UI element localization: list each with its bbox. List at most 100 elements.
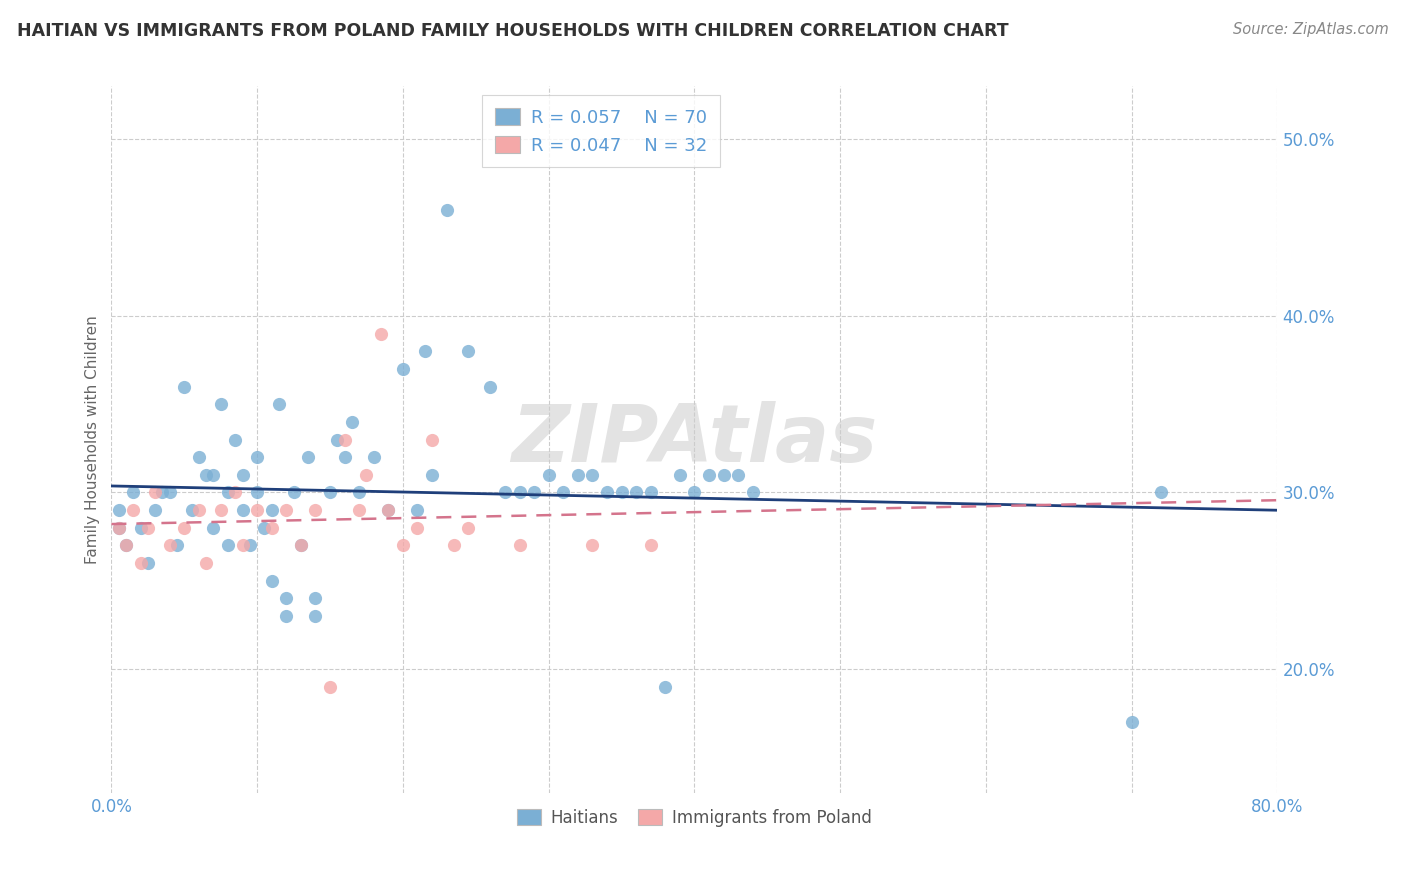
Point — [304, 591, 326, 606]
Point — [122, 485, 145, 500]
Point — [624, 485, 647, 500]
Point — [115, 538, 138, 552]
Point — [537, 467, 560, 482]
Point — [479, 379, 502, 393]
Point — [508, 538, 530, 552]
Point — [494, 485, 516, 500]
Point — [246, 450, 269, 465]
Point — [217, 485, 239, 500]
Point — [304, 609, 326, 624]
Point — [610, 485, 633, 500]
Point — [232, 467, 254, 482]
Point — [319, 485, 342, 500]
Point — [246, 503, 269, 517]
Point — [443, 538, 465, 552]
Point — [406, 503, 429, 517]
Point — [457, 521, 479, 535]
Point — [267, 397, 290, 411]
Point — [187, 503, 209, 517]
Point — [224, 433, 246, 447]
Point — [1150, 485, 1173, 500]
Point — [239, 538, 262, 552]
Point — [290, 538, 312, 552]
Point — [697, 467, 720, 482]
Point — [107, 503, 129, 517]
Point — [370, 326, 392, 341]
Point — [276, 591, 298, 606]
Point — [713, 467, 735, 482]
Point — [669, 467, 692, 482]
Point — [217, 538, 239, 552]
Point — [260, 503, 283, 517]
Point — [180, 503, 202, 517]
Point — [224, 485, 246, 500]
Point — [581, 538, 603, 552]
Point — [363, 450, 385, 465]
Point — [347, 503, 370, 517]
Point — [129, 556, 152, 570]
Point — [143, 485, 166, 500]
Point — [392, 538, 415, 552]
Point — [195, 556, 218, 570]
Point — [340, 415, 363, 429]
Point — [1121, 714, 1143, 729]
Point — [202, 467, 225, 482]
Point — [377, 503, 399, 517]
Point — [115, 538, 138, 552]
Point — [581, 467, 603, 482]
Point — [356, 467, 378, 482]
Point — [209, 397, 232, 411]
Point — [523, 485, 546, 500]
Point — [209, 503, 232, 517]
Point — [596, 485, 619, 500]
Point — [553, 485, 575, 500]
Point — [253, 521, 276, 535]
Point — [202, 521, 225, 535]
Point — [173, 379, 195, 393]
Point — [173, 521, 195, 535]
Point — [304, 503, 326, 517]
Text: HAITIAN VS IMMIGRANTS FROM POLAND FAMILY HOUSEHOLDS WITH CHILDREN CORRELATION CH: HAITIAN VS IMMIGRANTS FROM POLAND FAMILY… — [17, 22, 1008, 40]
Point — [392, 362, 415, 376]
Point — [654, 680, 676, 694]
Point — [152, 485, 174, 500]
Point — [246, 485, 269, 500]
Point — [136, 521, 159, 535]
Point — [727, 467, 749, 482]
Point — [159, 485, 181, 500]
Point — [457, 344, 479, 359]
Point — [122, 503, 145, 517]
Point — [436, 202, 458, 217]
Point — [640, 485, 662, 500]
Point — [129, 521, 152, 535]
Point — [508, 485, 530, 500]
Point — [232, 538, 254, 552]
Text: ZIPAtlas: ZIPAtlas — [512, 401, 877, 478]
Point — [333, 450, 356, 465]
Point — [290, 538, 312, 552]
Point — [195, 467, 218, 482]
Point — [232, 503, 254, 517]
Point — [567, 467, 589, 482]
Point — [297, 450, 319, 465]
Text: Source: ZipAtlas.com: Source: ZipAtlas.com — [1233, 22, 1389, 37]
Point — [420, 467, 443, 482]
Point — [283, 485, 305, 500]
Point — [107, 521, 129, 535]
Point — [420, 433, 443, 447]
Point — [377, 503, 399, 517]
Point — [326, 433, 349, 447]
Point — [143, 503, 166, 517]
Point — [136, 556, 159, 570]
Point — [683, 485, 706, 500]
Point — [187, 450, 209, 465]
Point — [319, 680, 342, 694]
Point — [107, 521, 129, 535]
Point — [166, 538, 188, 552]
Legend: Haitians, Immigrants from Poland: Haitians, Immigrants from Poland — [510, 803, 879, 834]
Point — [406, 521, 429, 535]
Point — [413, 344, 436, 359]
Point — [333, 433, 356, 447]
Point — [260, 574, 283, 588]
Point — [741, 485, 763, 500]
